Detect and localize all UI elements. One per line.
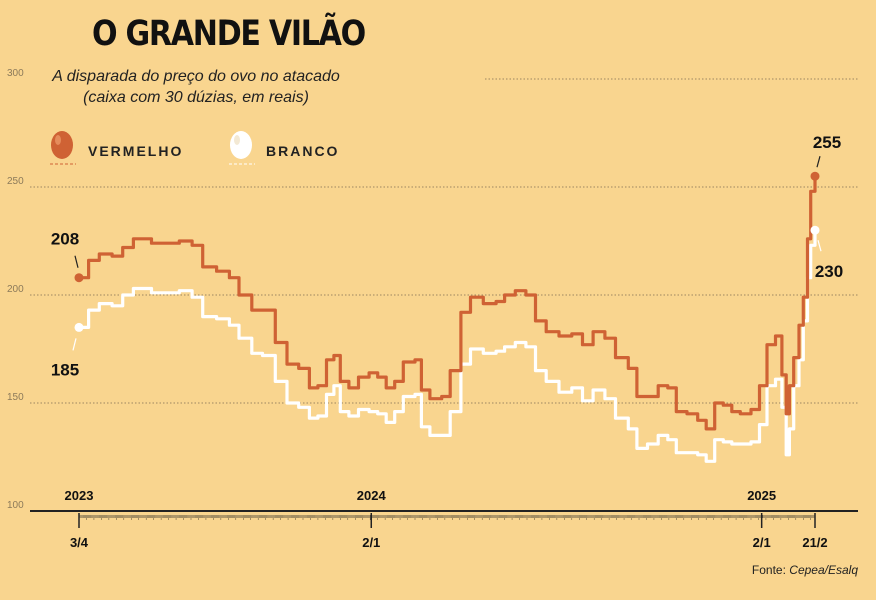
source-prefix: Fonte:	[751, 563, 790, 577]
endpoint-dot-vermelho	[74, 273, 84, 283]
x-year-label: 2023	[65, 488, 94, 503]
data-label-vermelho: 255	[813, 133, 841, 152]
y-tick-label: 200	[7, 284, 24, 295]
data-label-branco: 185	[51, 360, 79, 379]
x-date-label: 2/1	[753, 535, 771, 550]
legend-label-branco: BRANCO	[266, 143, 340, 159]
source-name: Cepea/Esalq	[789, 563, 858, 577]
endpoint-dot-branco	[810, 225, 820, 235]
legend-label-vermelho: VERMELHO	[88, 143, 184, 159]
source-note: Fonte: Cepea/Esalq	[752, 563, 858, 577]
endpoint-dot-vermelho	[810, 171, 820, 181]
series-line-vermelho	[79, 176, 817, 431]
x-date-label: 3/4	[70, 535, 89, 550]
page-title: O GRANDE VILÃO	[92, 14, 366, 54]
x-date-label: 21/2	[802, 535, 827, 550]
series-line-branco	[79, 230, 817, 463]
white-egg-icon	[229, 131, 255, 165]
annotation-leader	[74, 255, 79, 268]
subtitle-line-1: A disparada do preço do ovo no atacado	[52, 68, 340, 85]
x-year-label: 2024	[357, 488, 387, 503]
data-label-branco: 230	[815, 262, 843, 281]
y-tick-label: 150	[7, 392, 24, 403]
x-year-label: 2025	[747, 488, 776, 503]
y-tick-label: 300	[7, 68, 24, 79]
chart-subtitle: A disparada do preço do ovo no atacado (…	[46, 66, 346, 108]
annotation-leader	[816, 156, 821, 168]
annotation-leader	[817, 240, 822, 252]
x-date-label: 2/1	[362, 535, 380, 550]
annotation-leader	[72, 338, 77, 351]
y-tick-label: 100	[7, 500, 24, 511]
red-egg-icon	[50, 131, 76, 165]
endpoint-dot-branco	[74, 322, 84, 332]
subtitle-line-2: (caixa com 30 dúzias, em reais)	[83, 89, 309, 106]
data-label-vermelho: 208	[51, 230, 79, 249]
y-tick-label: 250	[7, 176, 24, 187]
